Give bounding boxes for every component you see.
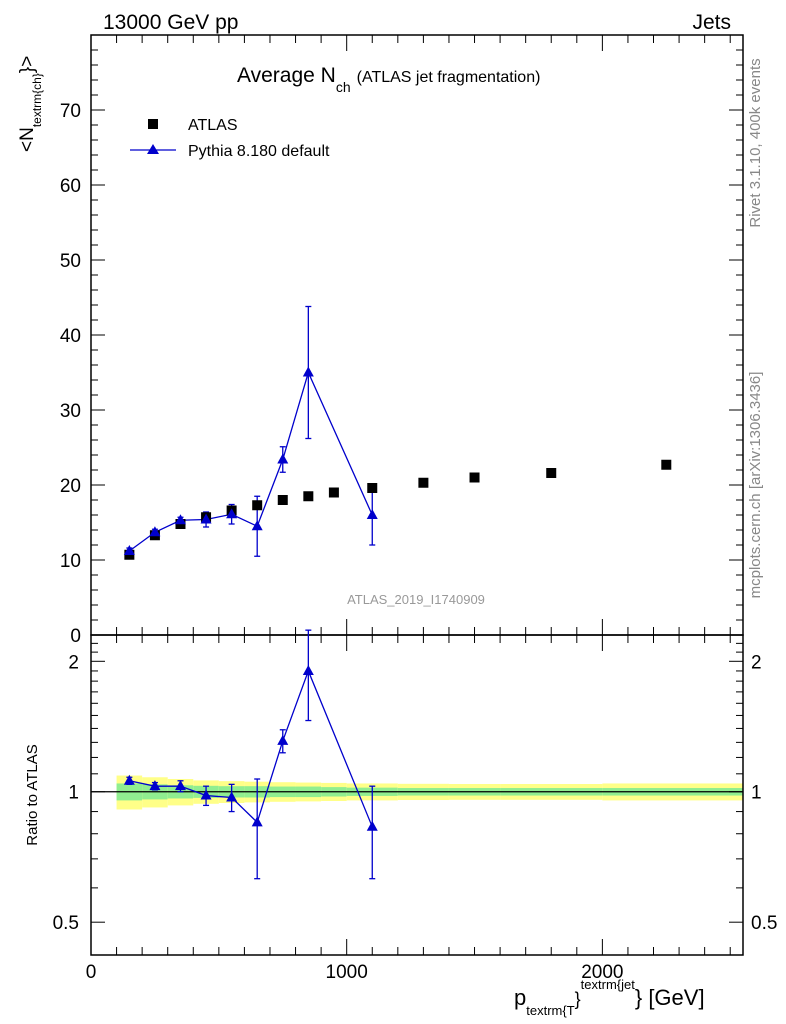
rivet-label: Rivet 3.1.10, 400k events xyxy=(747,58,764,227)
y-tick-label: 10 xyxy=(60,551,81,572)
ratio-y-tick-label: 2 xyxy=(68,652,79,673)
mc-point xyxy=(366,509,378,519)
y-tick-label: 20 xyxy=(60,476,81,497)
xlabel-tail: } [GeV] xyxy=(635,985,705,1010)
ratio-y-tick-label-right: 0.5 xyxy=(751,913,777,934)
mcplots-label: mcplots.cern.ch [arXiv:1306.3436] xyxy=(747,372,764,599)
ratio-point xyxy=(149,780,161,791)
y-axis-label-ratio: Ratio to ATLAS xyxy=(24,744,41,845)
xlabel-mid: } xyxy=(575,989,581,1009)
header-right: Jets xyxy=(692,11,731,34)
x-tick-label: 1000 xyxy=(326,962,368,983)
title-main: Average N xyxy=(237,64,336,87)
ratio-y-tick-label: 0.5 xyxy=(53,913,79,934)
mc-point xyxy=(200,513,212,524)
y-tick-label: 70 xyxy=(60,101,81,122)
xlabel-sup: textrm{jet xyxy=(581,977,636,992)
ratio-y-tick-label-right: 1 xyxy=(751,783,762,804)
ratio-point xyxy=(366,820,378,831)
ratio-y-tick-label: 1 xyxy=(68,783,79,804)
y-tick-label: 40 xyxy=(60,326,81,347)
axes-ticks: 0 10 20 30 40 50 60 70 0 1000 2000 0.5 0.5 1 1 2 2 xyxy=(53,35,777,983)
atlas-data-point xyxy=(367,483,378,493)
ratio-point xyxy=(277,734,289,745)
x-axis-label: ptextrm{T}textrm{jet} [GeV] xyxy=(514,977,705,1018)
main-data-layer xyxy=(123,305,672,560)
atlas-data-point xyxy=(546,468,557,478)
ratio-y-tick-label-right: 2 xyxy=(751,652,762,673)
atlas-data-point xyxy=(252,500,263,511)
mc-point xyxy=(174,514,186,525)
legend-data-marker xyxy=(148,119,158,129)
atlas-data-point xyxy=(469,472,480,483)
mc-point xyxy=(226,508,238,519)
legend-mc-marker xyxy=(147,144,159,154)
ratio-band xyxy=(91,775,743,810)
title-note: (ATLAS jet fragmentation) xyxy=(357,69,541,86)
ratio-point xyxy=(200,789,212,800)
atlas-data-point xyxy=(661,459,672,470)
ratio-point xyxy=(226,791,238,802)
mc-point xyxy=(123,545,135,555)
y-tick-label: 0 xyxy=(70,626,81,647)
legend-data-label: ATLAS xyxy=(188,117,238,134)
mc-point xyxy=(277,453,289,464)
ratio-point xyxy=(174,780,186,791)
xlabel-sub: textrm{T xyxy=(526,1003,574,1018)
y-tick-label: 50 xyxy=(60,251,81,272)
ratio-panel-content xyxy=(123,629,378,880)
mc-point xyxy=(302,366,314,377)
mc-point xyxy=(149,526,161,537)
ratio-point xyxy=(251,816,263,827)
legend-mc-label: Pythia 8.180 default xyxy=(188,143,330,160)
xlabel-lead: p xyxy=(514,985,526,1010)
legend: ATLAS Pythia 8.180 default xyxy=(130,117,330,160)
title-sub: ch xyxy=(336,79,351,95)
atlas-data-point xyxy=(277,495,288,505)
ylabel-main-tail: }> xyxy=(17,56,38,73)
ratio-panel-frame xyxy=(90,634,744,956)
chart-title: Average Nch (ATLAS jet fragmentation) xyxy=(237,64,540,95)
y-axis-label-main: <Ntextrm{ch}}> xyxy=(17,56,44,152)
x-tick-label: 0 xyxy=(86,962,97,983)
y-tick-label: 60 xyxy=(60,176,81,197)
header-left: 13000 GeV pp xyxy=(103,11,238,34)
atlas-data-point xyxy=(303,491,314,502)
y-tick-label: 30 xyxy=(60,401,81,422)
mc-point xyxy=(251,520,263,531)
ratio-point xyxy=(123,774,135,785)
mc-series-line xyxy=(128,370,373,552)
ylabel-main-lead: <N xyxy=(17,127,38,152)
analysis-watermark: ATLAS_2019_I1740909 xyxy=(347,592,485,607)
x-tick-label: 2000 xyxy=(581,962,623,983)
ylabel-main-sub: textrm{ch} xyxy=(30,73,44,127)
atlas-data-point xyxy=(418,477,429,488)
ratio-point xyxy=(302,664,314,675)
atlas-data-point xyxy=(328,487,339,498)
